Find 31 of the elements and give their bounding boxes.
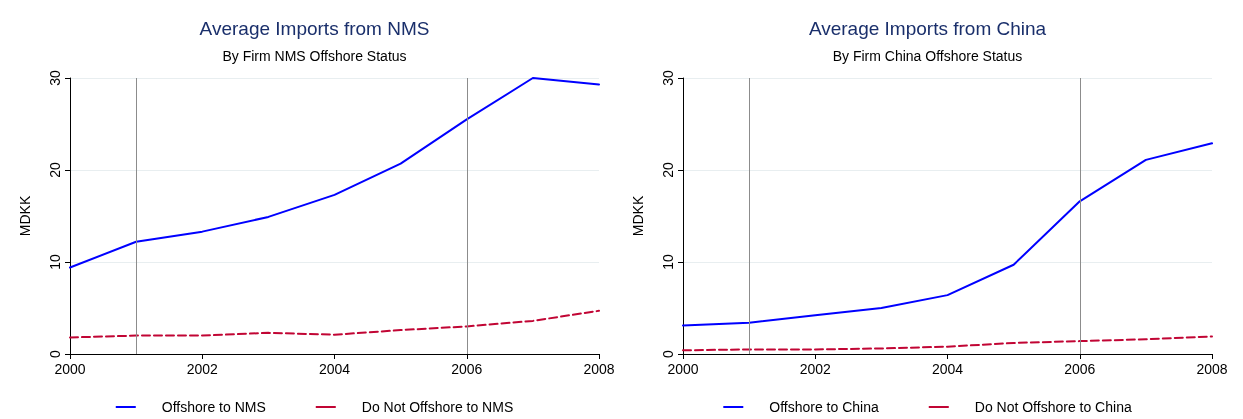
x-tick-label: 2004: [931, 361, 964, 377]
legend-label: Offshore to NMS: [161, 399, 266, 415]
x-tick-label: 2006: [1064, 361, 1096, 377]
chart-subtitle: By Firm NMS Offshore Status: [222, 48, 407, 64]
legend-label: Do Not Offshore to China: [974, 399, 1132, 415]
x-tick-label: 2000: [667, 361, 699, 377]
x-tick-label: 2008: [583, 361, 615, 377]
legend-label: Do Not Offshore to NMS: [361, 399, 514, 415]
line-series: [69, 309, 600, 339]
line-series: [682, 142, 1213, 327]
x-tick-label: 2004: [318, 361, 351, 377]
chart-title: Average Imports from China: [808, 18, 1047, 39]
y-tick-label: 10: [660, 254, 676, 270]
y-tick-label: 20: [47, 162, 63, 178]
x-tick-label: 2000: [54, 361, 86, 377]
y-tick-label: 0: [47, 349, 63, 358]
chart-subtitle: By Firm China Offshore Status: [832, 48, 1023, 64]
x-tick-label: 2006: [451, 361, 483, 377]
chart-title: Average Imports from NMS: [199, 18, 430, 39]
y-tick-label: 30: [660, 70, 676, 86]
x-tick-label: 2002: [799, 361, 832, 377]
legend-label: Offshore to China: [769, 399, 879, 415]
y-tick-label: 0: [660, 349, 676, 358]
x-tick-label: 2002: [186, 361, 219, 377]
y-tick-label: 10: [47, 254, 63, 270]
y-axis-title: MDKK: [630, 195, 646, 237]
y-tick-label: 30: [47, 70, 63, 86]
y-axis-title: MDKK: [17, 195, 33, 237]
x-tick-label: 2008: [1196, 361, 1228, 377]
y-tick-label: 20: [660, 162, 676, 178]
line-series: [69, 77, 600, 269]
